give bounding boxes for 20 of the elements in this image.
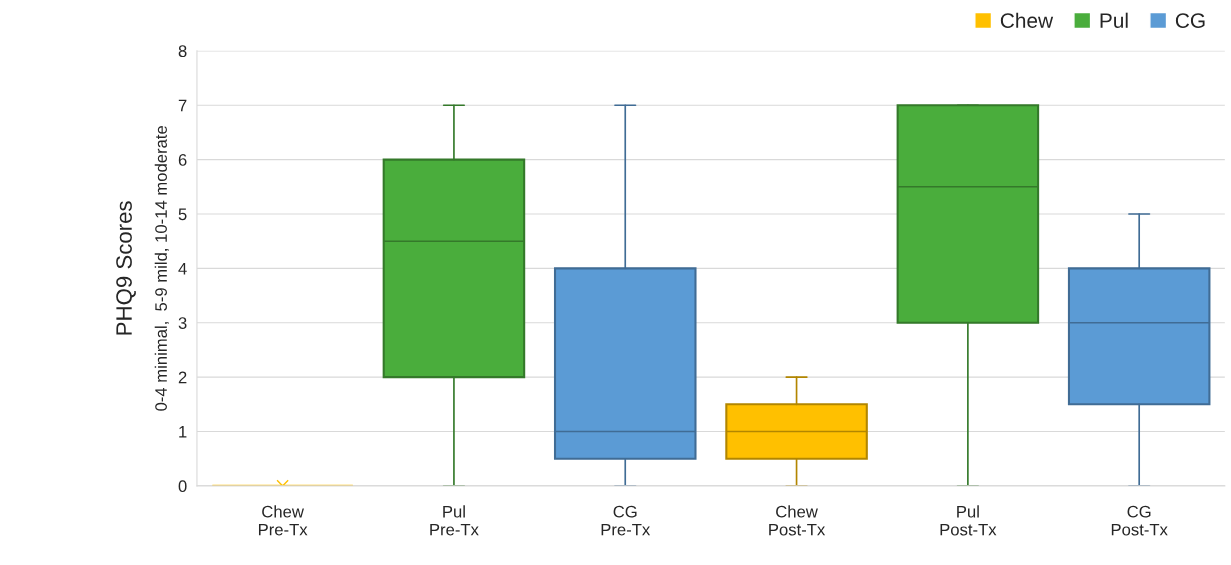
x-tick-label: CG Pre-Tx: [601, 505, 651, 536]
y-tick-label: 5: [178, 208, 187, 221]
legend-label: Chew: [1000, 12, 1054, 28]
y-axis-title: PHQ9 Scores: [116, 201, 136, 335]
y-tick-label: 4: [178, 262, 187, 275]
legend-label: CG: [1175, 13, 1205, 28]
y-tick-label: 0: [178, 480, 187, 493]
x-tick-label: Chew Pre-Tx: [258, 505, 308, 536]
x-tick-label: CG Post-Tx: [1111, 505, 1168, 536]
x-tick-label: Pul Pre-Tx: [430, 505, 479, 536]
x-tick-label: Chew Post-Tx: [769, 505, 826, 536]
y-tick-label: 3: [178, 317, 187, 329]
y-tick-label: 6: [178, 154, 187, 166]
text: 0-4 minimal, 5-9 mild, 10-14 moderate: [154, 125, 169, 411]
y-tick-label: 7: [178, 99, 187, 112]
y-tick-label: 8: [178, 45, 187, 58]
y-tick-label: 2: [178, 371, 187, 384]
y-tick-label: 1: [179, 426, 187, 438]
x-tick-label: Pul Post-Tx: [940, 505, 997, 536]
legend-label: Pul: [1100, 12, 1128, 28]
